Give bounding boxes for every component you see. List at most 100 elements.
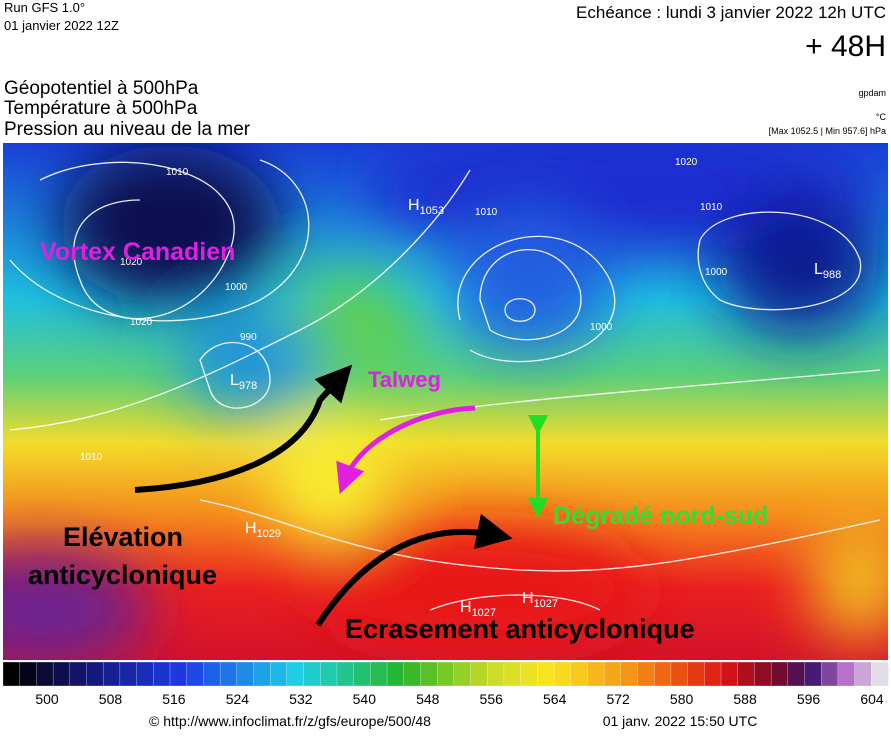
colorbar-label: 588 [733,691,757,707]
annotation: Ecrasement anticyclonique [345,614,695,644]
color-swatch [587,661,605,687]
color-swatch [36,661,54,687]
colorbar-label: 540 [353,691,377,707]
colorbar-label: 508 [99,691,123,707]
annotation: Dégradé nord-sud [553,502,768,530]
isobar-label: 1000 [225,282,248,293]
color-swatch [86,661,104,687]
color-swatch [637,661,655,687]
color-swatch [253,661,271,687]
colorbar-label: 572 [606,691,630,707]
isobar-label: 1010 [700,202,723,213]
colorbar-label: 516 [162,691,186,707]
color-swatch [487,661,505,687]
map: 1010 1020 1000 1010 990 1020 1010 1000 1010 1000 1… [3,143,888,660]
colorbar-label: 524 [226,691,250,707]
color-swatch [603,661,622,687]
color-swatch [370,661,388,687]
isobar-label: 1020 [120,257,143,268]
color-swatch [403,661,422,687]
color-swatch [687,661,705,687]
color-swatch [286,661,305,687]
color-swatch [470,661,488,687]
color-swatch [386,661,405,687]
pressure-center: L978 [230,372,257,392]
color-swatch [420,661,438,687]
colorbar-label: 564 [543,691,567,707]
color-swatch [437,661,455,687]
color-swatch [570,661,589,687]
color-swatch [236,661,255,687]
color-swatch [854,661,872,687]
colorbar-label: 596 [797,691,821,707]
annotation: Vortex Canadien [40,238,235,266]
color-swatch [103,661,121,687]
color-swatch [503,661,522,687]
field: Pression au niveau de la mer [4,119,251,140]
color-swatch [203,661,221,687]
color-swatch [320,661,338,687]
isobar-label: 1020 [130,317,153,328]
colorbar-label: 532 [289,691,313,707]
color-swatch [353,661,372,687]
color-swatch [52,661,71,687]
colorbar-label: 500 [35,691,59,707]
color-swatch [153,661,171,687]
color-swatch [754,661,772,687]
color-swatch [453,661,472,687]
lead-time: + 48H [805,30,886,63]
color-swatch [119,661,138,687]
color-swatch [787,661,806,687]
colorbar: 500 508 516 524 532 540 548 556 564 572 580 588 596 6… [2,661,889,707]
color-swatch [871,661,889,687]
color-swatch [303,661,321,687]
annotation: Elévation [63,522,183,552]
color-swatch [770,661,789,687]
run-date: 01 janvier 2022 12Z [4,18,119,33]
color-swatch [270,661,288,687]
color-swatch [169,661,188,687]
generated: 01 janv. 2022 15:50 UTC [603,713,758,729]
unit: °C [876,112,887,122]
color-swatch [136,661,154,687]
color-swatch [69,661,88,687]
annotation: anticyclonique [28,560,217,590]
color-swatch [219,661,238,687]
color-swatch [804,661,822,687]
field: Géopotentiel à 500hPa [4,78,199,99]
color-swatch [654,661,672,687]
color-swatch [837,661,856,687]
pressure-center: H1029 [245,520,281,540]
pressure-center: H1027 [522,590,558,610]
source: © http://www.infoclimat.fr/z/gfs/europe/… [149,713,431,729]
color-swatch [19,661,38,687]
isobar-label: 990 [240,332,257,343]
isobar-label: 1010 [80,452,103,463]
isobar-label: 1000 [590,322,613,333]
isobar-label: 1010 [166,167,189,178]
colorbar-label: 548 [416,691,440,707]
color-swatch [620,661,639,687]
field: Température à 500hPa [4,98,198,119]
run: Run GFS 1.0° [4,0,85,15]
color-swatch [336,661,355,687]
isobar-label: 1020 [675,157,698,168]
colorbar-label: 580 [670,691,694,707]
isobar-label: 1000 [705,267,728,278]
color-swatch [186,661,205,687]
color-swatch [704,661,722,687]
color-swatch [520,661,538,687]
color-swatch [821,661,839,687]
colorbar-label: 604 [860,691,884,707]
color-swatch [2,661,21,687]
color-swatch [720,661,739,687]
color-swatch [670,661,689,687]
color-swatch [537,661,555,687]
pressure-center: L988 [814,261,841,281]
valid-time: Echéance : lundi 3 janvier 2022 12h UTC [576,3,886,22]
unit: gpdam [858,88,886,98]
pressure-center: H1027 [460,599,496,619]
unit: [Max 1052.5 | Min 957.6] hPa [769,126,886,136]
annotation: Talweg [368,367,441,392]
